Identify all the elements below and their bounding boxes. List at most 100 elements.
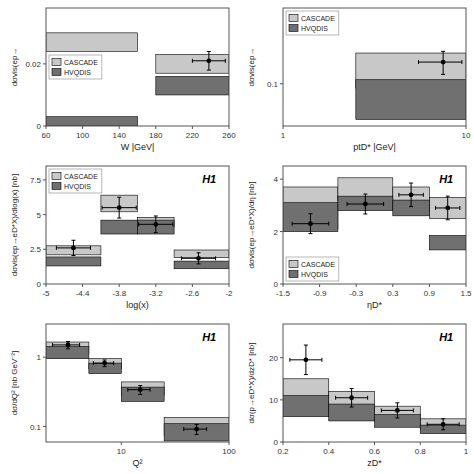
y-error-bar bbox=[308, 214, 312, 234]
y-error-bar bbox=[441, 419, 445, 430]
legend-box bbox=[286, 11, 339, 35]
legend-swatch bbox=[289, 261, 298, 268]
x-tick-label: 10 bbox=[462, 131, 471, 140]
data-point bbox=[206, 58, 211, 63]
plot-background bbox=[46, 8, 229, 126]
y-tick-label: 0.02 bbox=[25, 60, 41, 69]
y-tick bbox=[280, 442, 283, 443]
legend: CASCADEHVQDIS bbox=[49, 169, 102, 193]
x-error-bar bbox=[192, 59, 225, 63]
panel: 101000.11Q²dσ/dQ² [nb GeV⁻²]H1 bbox=[10, 324, 236, 468]
x-tick-label: -2 bbox=[225, 289, 233, 298]
x-tick-label: -2.6 bbox=[186, 289, 200, 298]
band bbox=[46, 33, 138, 52]
x-error-bar bbox=[93, 361, 113, 365]
band bbox=[156, 55, 229, 74]
y-error-bar bbox=[446, 196, 450, 220]
x-tick bbox=[155, 126, 156, 129]
x-tick-label: 0.3 bbox=[387, 289, 399, 298]
data-point bbox=[153, 222, 158, 227]
band bbox=[101, 220, 138, 234]
marks bbox=[46, 195, 229, 269]
y-tick bbox=[280, 231, 283, 232]
annotation: H1 bbox=[202, 331, 216, 343]
y-error-bar bbox=[154, 216, 158, 233]
marks bbox=[283, 178, 466, 250]
y-tick bbox=[43, 63, 46, 64]
x-tick bbox=[392, 284, 393, 287]
x-tick-label: -4.4 bbox=[76, 289, 90, 298]
y-tick bbox=[280, 357, 283, 358]
data-point bbox=[196, 256, 201, 261]
y-error-bar bbox=[395, 403, 399, 418]
x-tick-label: -3.8 bbox=[112, 289, 126, 298]
x-error-bar bbox=[56, 246, 90, 250]
plot-frame bbox=[46, 8, 229, 126]
y-tick bbox=[280, 284, 283, 285]
legend-label: HVQDIS bbox=[301, 25, 328, 33]
chart: 6010014018022026000.02W |GeV|dσvis(ep→CA… bbox=[0, 0, 474, 474]
y-tick bbox=[43, 284, 46, 285]
x-tick bbox=[119, 284, 120, 287]
x-error-bar bbox=[128, 388, 150, 392]
x-tick bbox=[420, 442, 421, 445]
x-tick-label: 100 bbox=[222, 447, 236, 456]
x-error-bar bbox=[436, 206, 460, 210]
y-tick-label: 4 bbox=[274, 175, 279, 184]
x-tick bbox=[82, 126, 83, 129]
plot-background bbox=[283, 8, 466, 126]
y-tick bbox=[43, 249, 46, 250]
x-axis-label: log(x) bbox=[126, 300, 149, 310]
x-tick bbox=[121, 442, 122, 445]
legend-swatch bbox=[289, 15, 298, 22]
x-error-bar bbox=[418, 60, 461, 64]
marks bbox=[46, 33, 229, 126]
y-error-bar bbox=[304, 345, 308, 375]
x-tick-label: -1.5 bbox=[276, 289, 290, 298]
data-point bbox=[441, 60, 446, 65]
y-error-bar bbox=[441, 51, 445, 74]
y-tick-label: 0 bbox=[37, 122, 42, 131]
y-tick-label: 5 bbox=[37, 211, 42, 220]
y-error-bar bbox=[103, 360, 107, 367]
y-tick bbox=[280, 399, 283, 400]
legend: CASCADEHVQDIS bbox=[286, 257, 339, 281]
x-tick-label: -5 bbox=[42, 289, 50, 298]
data-point bbox=[138, 387, 143, 392]
y-tick bbox=[43, 214, 46, 215]
x-tick-label: 140 bbox=[113, 131, 127, 140]
band bbox=[283, 396, 329, 417]
x-error-bar bbox=[181, 256, 215, 260]
legend-label: HVQDIS bbox=[301, 271, 328, 279]
y-error-bar bbox=[409, 183, 413, 207]
panel: 1100.1ptD* |GeV|dσvis(ep→CASCADEHVQDIS bbox=[247, 8, 471, 152]
plot-frame bbox=[46, 166, 229, 284]
y-error-bar bbox=[350, 388, 354, 407]
y-tick-label: 1 bbox=[37, 353, 42, 362]
panel: -5-4.4-3.8-3.2-2.6-202.557.5log(x)dσvis(… bbox=[10, 166, 233, 310]
y-tick bbox=[43, 126, 46, 127]
y-error-bar bbox=[363, 194, 367, 214]
x-tick-label: -3.2 bbox=[149, 289, 163, 298]
band bbox=[429, 235, 466, 249]
plot-frame bbox=[283, 8, 466, 126]
x-tick-label: 100 bbox=[76, 131, 90, 140]
legend-box bbox=[286, 257, 339, 281]
x-tick bbox=[229, 442, 230, 445]
plot-background bbox=[46, 324, 229, 442]
plot-frame bbox=[283, 166, 466, 284]
legend-box bbox=[49, 169, 102, 193]
band bbox=[46, 257, 101, 266]
x-error-bar bbox=[399, 193, 423, 197]
x-tick-label: 260 bbox=[222, 131, 236, 140]
plot-background bbox=[283, 166, 466, 284]
y-error-bar bbox=[66, 341, 70, 348]
marks bbox=[356, 51, 466, 119]
x-tick-label: 0.2 bbox=[277, 447, 289, 456]
x-error-bar bbox=[427, 422, 459, 426]
legend-swatch bbox=[52, 183, 61, 190]
y-error-bar bbox=[197, 253, 201, 264]
plot-background bbox=[46, 166, 229, 284]
x-tick-label: -0.9 bbox=[313, 289, 327, 298]
y-axis-label: dσvis(ep→ bbox=[247, 48, 256, 87]
